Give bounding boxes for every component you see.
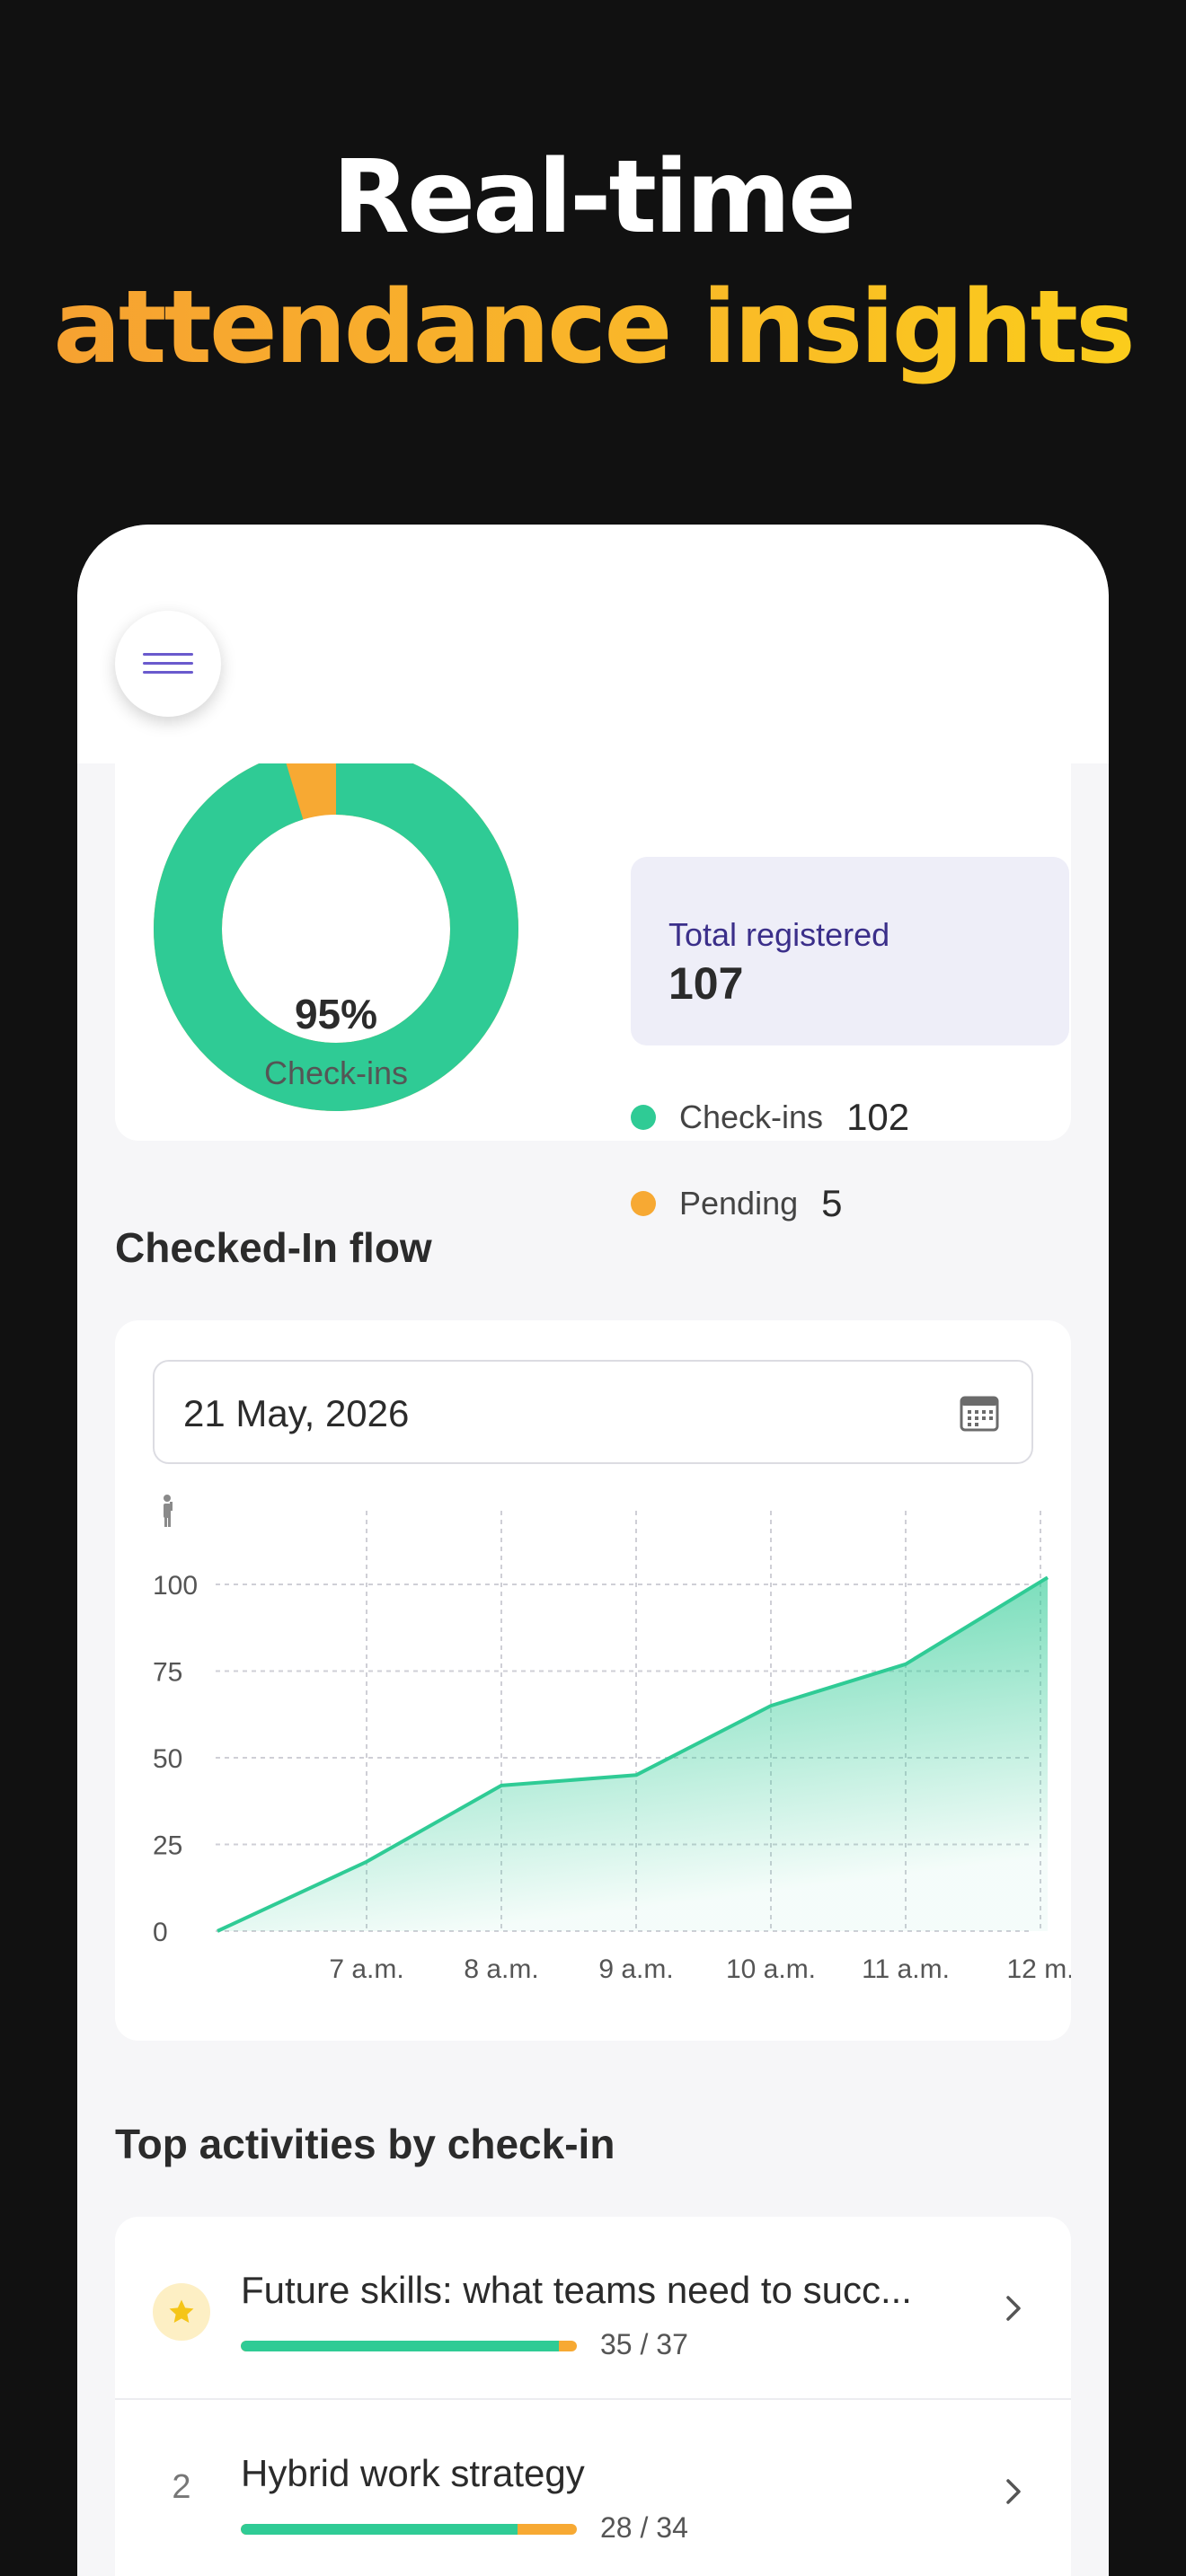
hamburger-menu-icon: [143, 653, 193, 674]
y-tick-label: 100: [153, 1571, 198, 1601]
app-header: [77, 525, 1109, 763]
activity-count: 28 / 34: [600, 2511, 688, 2544]
donut-checkins-segment: [154, 746, 518, 1111]
top-activities-list: Future skills: what teams need to succ..…: [115, 2217, 1071, 2576]
legend-checkins: Check-ins 102: [631, 1096, 909, 1139]
total-registered-value: 107: [668, 958, 744, 1009]
x-tick-label: 7 a.m.: [329, 1954, 403, 1984]
rank-number: 2: [172, 2468, 191, 2506]
x-tick-label: 10 a.m.: [726, 1954, 816, 1984]
area-fill: [217, 1577, 1048, 1931]
date-picker-field[interactable]: 21 May, 2026: [153, 1360, 1033, 1464]
rank-badge: [153, 2283, 210, 2341]
legend-checkins-value: 102: [846, 1096, 910, 1138]
pending-dot-icon: [631, 1191, 656, 1216]
legend-pending-value: 5: [821, 1182, 843, 1224]
x-tick-label: 11 a.m.: [862, 1954, 950, 1984]
divider: [115, 2398, 1071, 2400]
phone-screen: 95% Check-ins Total registered 107 Check…: [77, 525, 1109, 2576]
y-tick-label: 50: [153, 1744, 182, 1774]
legend-pending-label: Pending: [679, 1185, 799, 1222]
checkins-donut-chart: [154, 746, 518, 1111]
person-icon: [164, 1495, 173, 1527]
activity-title: Hybrid work strategy: [241, 2452, 585, 2494]
hero-title-line2: attendance insights: [0, 260, 1186, 395]
activity-count: 35 / 37: [600, 2328, 688, 2360]
x-tick-label: 9 a.m.: [598, 1954, 673, 1984]
checked-in-flow-card: 21 May, 2026: [115, 1320, 1071, 2041]
donut-label: Check-ins: [263, 1054, 409, 1091]
checked-in-flow-title: Checked-In flow: [115, 1224, 432, 1271]
x-tick-label: 8 a.m.: [464, 1954, 538, 1984]
activity-title: Future skills: what teams need to succ..…: [241, 2269, 912, 2311]
activity-item-1[interactable]: Future skills: what teams need to succ..…: [115, 2217, 1071, 2400]
top-activities-title: Top activities by check-in: [115, 2121, 615, 2167]
activity-progress-bar: [241, 2524, 577, 2535]
chevron-right-icon[interactable]: [996, 2290, 1031, 2326]
activity-progress-fill: [241, 2341, 559, 2351]
chevron-right-icon[interactable]: [996, 2474, 1031, 2510]
total-registered-box: Total registered 107: [631, 857, 1069, 1045]
total-registered-label: Total registered: [668, 916, 890, 953]
date-value: 21 May, 2026: [183, 1392, 410, 1434]
y-tick-label: 75: [153, 1658, 182, 1688]
hero-headline: Real-time attendance insights: [0, 135, 1186, 395]
y-tick-label: 0: [153, 1918, 168, 1947]
x-tick-label: 12 m.: [1006, 1954, 1071, 1984]
checked-in-flow-chart: 0 25 50 75 100 7 a.m. 8 a.m. 9 a.m. 10 a.m. 11 a.…: [153, 1495, 1071, 1984]
checkins-dot-icon: [631, 1105, 656, 1130]
donut-percent: 95%: [294, 991, 378, 1037]
activity-progress-bar: [241, 2341, 577, 2351]
menu-button[interactable]: [115, 611, 221, 717]
star-icon: [169, 2299, 194, 2324]
calendar-icon[interactable]: [960, 1394, 999, 1432]
activity-progress-fill: [241, 2524, 518, 2535]
y-tick-label: 25: [153, 1831, 182, 1861]
legend-checkins-label: Check-ins: [679, 1098, 824, 1135]
legend-pending: Pending 5: [631, 1182, 842, 1225]
hero-title-line1: Real-time: [332, 139, 856, 256]
activity-item-2[interactable]: 2 Hybrid work strategy 28 / 34: [115, 2400, 1071, 2576]
